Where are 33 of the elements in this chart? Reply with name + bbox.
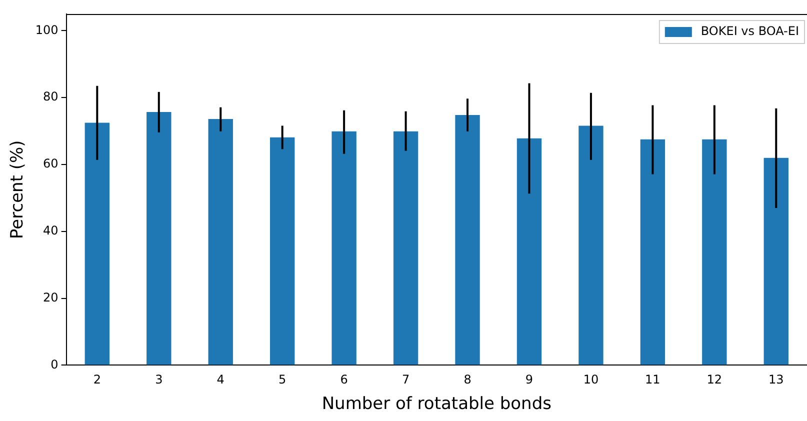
- bar: [455, 115, 480, 365]
- x-tick-label: 10: [583, 372, 599, 387]
- bar: [393, 131, 418, 365]
- y-axis-title: Percent (%): [8, 140, 28, 239]
- x-tick-label: 8: [464, 372, 472, 387]
- x-tick-label: 2: [93, 372, 101, 387]
- y-tick-label: 0: [50, 357, 58, 372]
- bar: [208, 119, 233, 365]
- bar: [764, 158, 788, 365]
- bar: [516, 138, 542, 365]
- x-tick-label: 5: [278, 372, 286, 387]
- bar: [146, 112, 172, 365]
- x-tick-label: 9: [525, 372, 534, 387]
- x-tick-label: 7: [402, 372, 410, 387]
- x-tick-label: 3: [155, 372, 163, 387]
- x-axis-title: Number of rotatable bonds: [322, 394, 552, 414]
- bar: [702, 139, 727, 365]
- y-tick-label: 100: [35, 22, 58, 37]
- bar: [640, 139, 666, 365]
- x-tick-label: 11: [645, 372, 660, 387]
- y-tick-label: 20: [43, 290, 58, 304]
- legend-label: BOKEI vs BOA-EI: [700, 24, 799, 38]
- x-tick-label: 4: [216, 372, 224, 387]
- bar: [270, 137, 295, 365]
- bar: [332, 131, 356, 365]
- y-tick-label: 80: [43, 90, 58, 104]
- x-tick-label: 6: [340, 372, 348, 387]
- bar: [84, 122, 110, 365]
- x-tick-label: 12: [706, 372, 722, 387]
- y-tick-label: 60: [43, 156, 58, 171]
- x-tick-label: 13: [768, 372, 784, 387]
- y-tick-label: 40: [43, 224, 58, 238]
- bar: [578, 126, 604, 365]
